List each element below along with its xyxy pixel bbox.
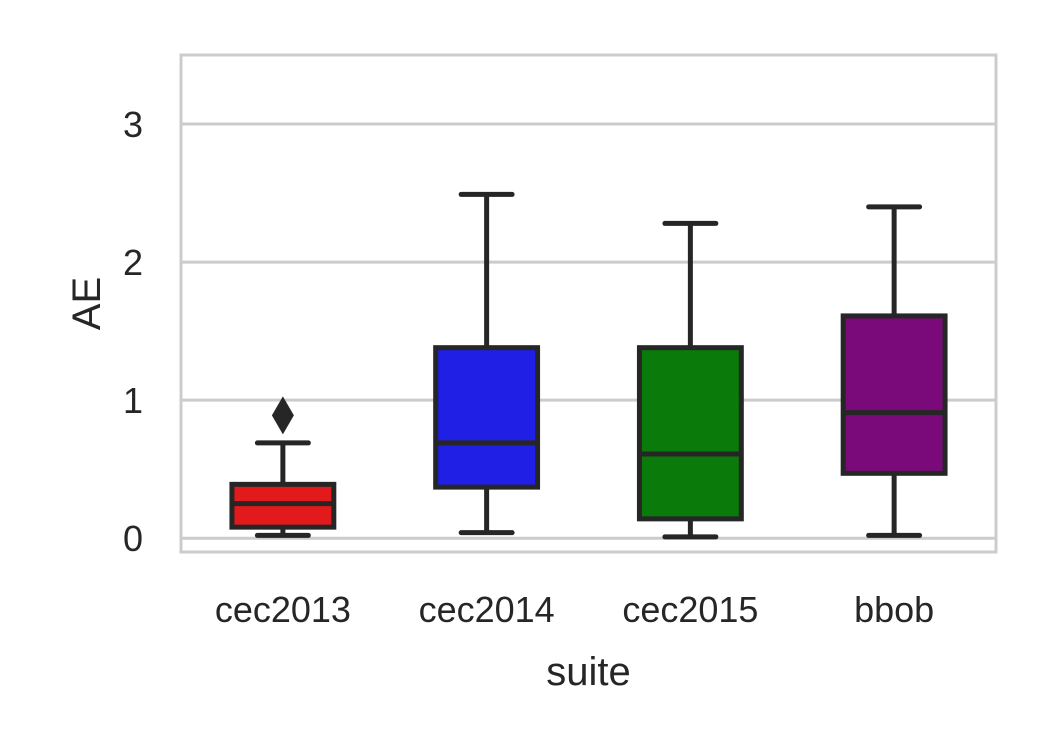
x-tick-label-cec2015: cec2015 bbox=[622, 589, 758, 630]
x-tick-label-cec2013: cec2013 bbox=[215, 589, 351, 630]
y-axis-label: AE bbox=[65, 277, 109, 330]
boxes bbox=[229, 191, 948, 540]
box-cec2015 bbox=[636, 220, 744, 540]
box-body bbox=[840, 313, 948, 476]
box-cec2013 bbox=[229, 396, 337, 538]
y-tick-label: 3 bbox=[123, 104, 143, 145]
y-tick-label: 2 bbox=[123, 242, 143, 283]
box-cec2014 bbox=[433, 191, 541, 536]
box-body bbox=[636, 345, 744, 522]
y-tick-labels: 0 1 2 3 bbox=[123, 104, 143, 559]
box-bbob bbox=[840, 204, 948, 538]
outlier-marker bbox=[271, 396, 294, 435]
y-tick-label: 0 bbox=[123, 518, 143, 559]
x-tick-label-bbob: bbob bbox=[854, 589, 934, 630]
plot-frame bbox=[179, 53, 998, 554]
box-body bbox=[433, 345, 541, 490]
x-tick-labels: cec2013 cec2014 cec2015 bbob bbox=[215, 589, 934, 630]
x-axis-label: suite bbox=[546, 650, 631, 694]
y-tick-label: 1 bbox=[123, 380, 143, 421]
x-tick-label-cec2014: cec2014 bbox=[419, 589, 555, 630]
